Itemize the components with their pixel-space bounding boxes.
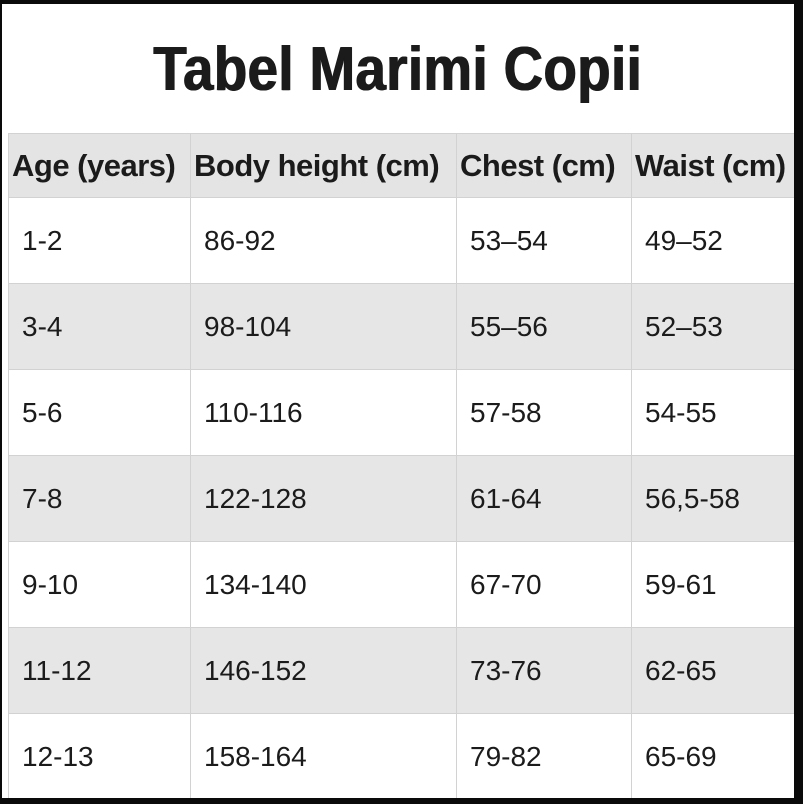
- column-header-2: Chest (cm): [456, 133, 632, 198]
- column-header-1: Body height (cm): [190, 133, 457, 198]
- table-row: 12-13 158-164 79-82 65-69: [8, 713, 795, 800]
- table-cell: 54-55: [631, 369, 795, 456]
- table-row: 5-6 110-116 57-58 54-55: [8, 369, 795, 456]
- column-header-0: Age (years): [8, 133, 191, 198]
- table-cell: 7-8: [8, 455, 191, 542]
- table-cell: 122-128: [190, 455, 457, 542]
- table-row: 11-12 146-152 73-76 62-65: [8, 627, 795, 714]
- page-title-text: Tabel Marimi Copii: [153, 35, 642, 104]
- frame-border-right: [794, 0, 803, 804]
- table-cell: 55–56: [456, 283, 632, 370]
- table-row: 3-4 98-104 55–56 52–53: [8, 283, 795, 370]
- frame-border-top: [0, 0, 803, 4]
- table-cell: 1-2: [8, 197, 191, 284]
- table-cell: 57-58: [456, 369, 632, 456]
- table-cell: 12-13: [8, 713, 191, 800]
- table-cell: 146-152: [190, 627, 457, 714]
- table-cell: 110-116: [190, 369, 457, 456]
- table-cell: 67-70: [456, 541, 632, 628]
- table-cell: 73-76: [456, 627, 632, 714]
- frame-border-left: [0, 0, 2, 804]
- table-cell: 52–53: [631, 283, 795, 370]
- column-header-3: Waist (cm): [631, 133, 795, 198]
- table-cell: 86-92: [190, 197, 457, 284]
- table-cell: 56,5-58: [631, 455, 795, 542]
- size-table-head: Age (years) Body height (cm) Chest (cm) Wai…: [8, 133, 795, 198]
- table-cell: 3-4: [8, 283, 191, 370]
- table-cell: 11-12: [8, 627, 191, 714]
- table-cell: 79-82: [456, 713, 632, 800]
- table-cell: 5-6: [8, 369, 191, 456]
- table-cell: 65-69: [631, 713, 795, 800]
- table-cell: 53–54: [456, 197, 632, 284]
- header-row: Age (years) Body height (cm) Chest (cm) Wai…: [8, 133, 795, 198]
- table-row: 9-10 134-140 67-70 59-61: [8, 541, 795, 628]
- table-cell: 134-140: [190, 541, 457, 628]
- size-table-body: 1-2 86-92 53–54 49–52 3-4 98-104 55–56 52–53 5-6…: [8, 197, 795, 800]
- table-cell: 61-64: [456, 455, 632, 542]
- table-row: 7-8 122-128 61-64 56,5-58: [8, 455, 795, 542]
- table-row: 1-2 86-92 53–54 49–52: [8, 197, 795, 284]
- table-cell: 158-164: [190, 713, 457, 800]
- table-cell: 98-104: [190, 283, 457, 370]
- table-cell: 59-61: [631, 541, 795, 628]
- page-title: Tabel Marimi Copii: [0, 34, 795, 105]
- frame-border-bottom: [0, 798, 803, 804]
- table-cell: 49–52: [631, 197, 795, 284]
- table-cell: 62-65: [631, 627, 795, 714]
- table-cell: 9-10: [8, 541, 191, 628]
- size-table: Age (years) Body height (cm) Chest (cm) Wai…: [8, 133, 795, 800]
